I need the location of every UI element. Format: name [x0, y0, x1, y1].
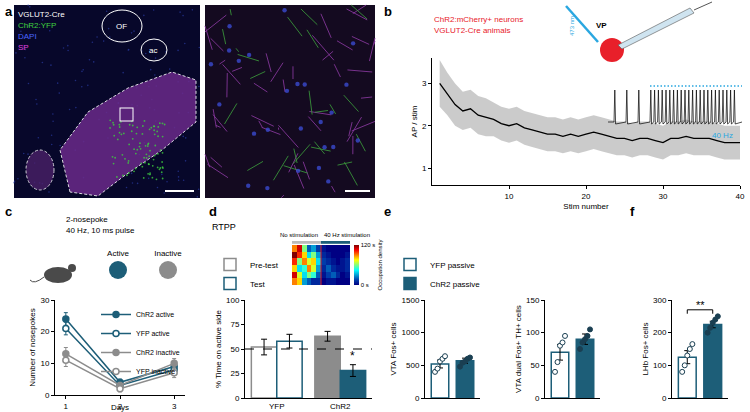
svg-text:OF: OF [116, 22, 127, 31]
svg-text:VTA dual Fos+ TH+ cells: VTA dual Fos+ TH+ cells [514, 305, 523, 393]
svg-text:0 s: 0 s [361, 282, 369, 288]
svg-text:% Time on active side: % Time on active side [214, 310, 223, 388]
svg-text:SP: SP [18, 43, 29, 52]
svg-text:VP: VP [596, 21, 607, 30]
svg-text:20: 20 [40, 327, 49, 336]
svg-text:2: 2 [422, 122, 427, 131]
svg-text:3: 3 [172, 402, 177, 411]
svg-text:DAPI: DAPI [18, 32, 37, 41]
svg-text:25: 25 [230, 369, 239, 378]
svg-text:0: 0 [535, 394, 540, 403]
svg-text:10: 10 [505, 192, 514, 201]
svg-text:20: 20 [582, 192, 591, 201]
svg-text:No stimulation: No stimulation [280, 232, 318, 238]
svg-text:30: 30 [659, 192, 668, 201]
svg-text:c: c [5, 204, 12, 219]
svg-text:75: 75 [230, 320, 239, 329]
svg-text:50: 50 [230, 345, 239, 354]
svg-text:Number of nosepokes: Number of nosepokes [28, 308, 37, 386]
svg-text:500: 500 [406, 361, 420, 370]
svg-text:VTA Fos+ cells: VTA Fos+ cells [389, 323, 398, 376]
svg-text:50: 50 [530, 361, 539, 370]
svg-text:0: 0 [45, 391, 50, 400]
svg-text:3: 3 [422, 79, 427, 88]
svg-text:YFP passive: YFP passive [430, 261, 475, 270]
svg-text:40: 40 [736, 192, 745, 201]
svg-text:40 Hz stimulation: 40 Hz stimulation [324, 232, 370, 238]
svg-text:RTPP: RTPP [212, 222, 236, 232]
svg-text:100: 100 [526, 328, 540, 337]
svg-text:AP / stim: AP / stim [410, 105, 419, 137]
svg-text:120 s: 120 s [361, 242, 376, 248]
svg-text:b: b [384, 4, 392, 19]
svg-text:ChR2:YFP: ChR2:YFP [18, 21, 56, 30]
svg-text:Pre-test: Pre-test [250, 261, 279, 270]
svg-text:2: 2 [118, 402, 123, 411]
svg-text:100: 100 [226, 296, 240, 305]
svg-text:ChR2 active: ChR2 active [136, 311, 174, 318]
svg-text:**: ** [696, 299, 705, 311]
svg-text:YFP active: YFP active [136, 330, 170, 337]
svg-text:e: e [384, 204, 391, 219]
svg-text:30: 30 [40, 296, 49, 305]
svg-text:ac: ac [149, 46, 157, 55]
svg-text:f: f [630, 204, 635, 219]
svg-text:0: 0 [662, 394, 667, 403]
svg-text:Inactive: Inactive [154, 249, 182, 258]
svg-text:1000: 1000 [402, 328, 420, 337]
svg-text:Stim number: Stim number [563, 202, 609, 211]
svg-text:1: 1 [64, 402, 69, 411]
svg-text:0: 0 [235, 394, 240, 403]
svg-text:0: 0 [415, 394, 420, 403]
svg-text:150: 150 [526, 296, 540, 305]
svg-text:YFP: YFP [269, 402, 285, 411]
svg-text:VGLUT2-Cre animals: VGLUT2-Cre animals [434, 26, 510, 35]
svg-text:2-nosepoke: 2-nosepoke [66, 215, 108, 224]
svg-text:10: 10 [40, 359, 49, 368]
svg-text:1500: 1500 [402, 296, 420, 305]
svg-text:40 Hz, 10 ms pulse: 40 Hz, 10 ms pulse [66, 226, 135, 235]
svg-text:300: 300 [653, 296, 667, 305]
svg-text:1: 1 [422, 164, 427, 173]
svg-text:100: 100 [653, 361, 667, 370]
svg-text:LHb Fos+ cells: LHb Fos+ cells [641, 322, 650, 375]
svg-text:ChR2 passive: ChR2 passive [430, 280, 480, 289]
svg-text:YFP inactive: YFP inactive [136, 368, 175, 375]
svg-text:ChR2: ChR2 [330, 402, 351, 411]
svg-text:Days: Days [111, 403, 129, 412]
svg-text:200: 200 [653, 328, 667, 337]
svg-text:VGLUT2-Cre: VGLUT2-Cre [18, 10, 65, 19]
svg-text:Active: Active [107, 249, 129, 258]
svg-text:ChR2:mCherry+ neurons: ChR2:mCherry+ neurons [434, 15, 523, 24]
svg-text:ChR2 inactive: ChR2 inactive [136, 349, 180, 356]
svg-text:40 Hz: 40 Hz [712, 131, 733, 140]
svg-text:Test: Test [250, 280, 265, 289]
svg-text:a: a [5, 4, 13, 19]
svg-text:d: d [209, 204, 217, 219]
svg-text:Occupation density: Occupation density [377, 239, 383, 290]
svg-text:473 nm: 473 nm [569, 16, 575, 36]
svg-text:*: * [350, 349, 355, 363]
